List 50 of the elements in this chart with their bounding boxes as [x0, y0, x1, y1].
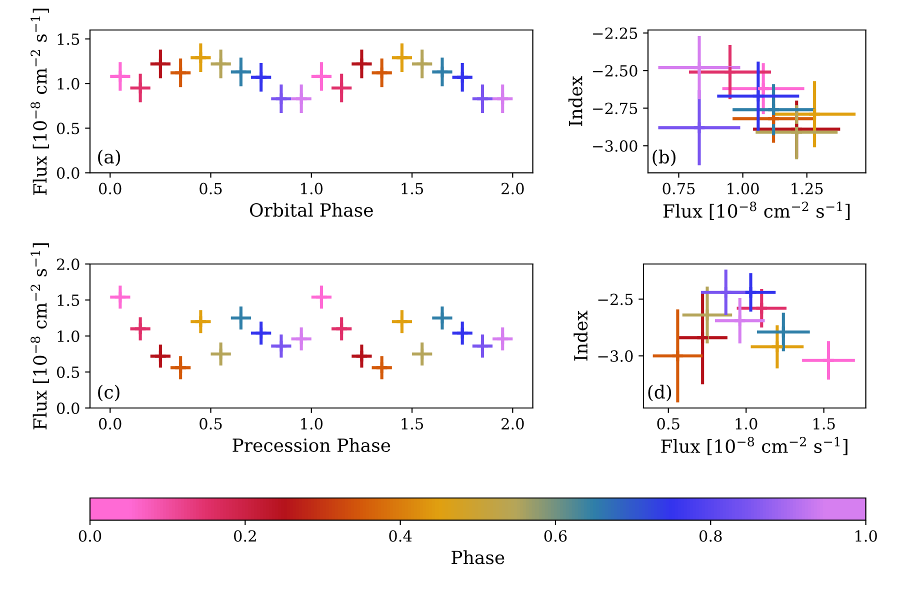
y-tick-label: 1.0 [58, 78, 80, 90]
x-axis-title: Precession Phase [232, 438, 390, 452]
x-axis-title: Orbital Phase [250, 202, 373, 217]
color-bar-label: 0.6 [544, 530, 567, 542]
x-tick-label: 2.0 [502, 418, 524, 430]
y-tick-label: −2.75 [593, 102, 638, 114]
color-bar-title: Phase [452, 550, 504, 564]
y-tick-label: −2.5 [598, 294, 633, 306]
x-tick-label: 2.0 [502, 182, 524, 194]
x-tick-label: 1.5 [814, 418, 835, 430]
y-tick-label: −2.25 [593, 27, 638, 40]
color-bar-label: 0.2 [234, 530, 256, 542]
y-tick-label: 0.5 [56, 122, 80, 134]
x-axis-title: Flux [10$^{−8}$ cm$^{−2}$ s$^{−1}$] [661, 436, 848, 456]
x-axis-title: Flux [10$^{−8}$ cm$^{−2}$ s$^{−1}$] [663, 202, 850, 220]
y-tick-label: −3.00 [593, 140, 638, 152]
x-tick-label: 0.5 [657, 418, 680, 430]
y-tick-label: 0.0 [56, 167, 80, 179]
y-tick-label: 0.5 [56, 366, 80, 378]
y-axis-title: Flux [10$^{−8}$ cm$^{−2}$ s$^{−1}$] [30, 8, 49, 195]
x-tick-label: 1.25 [792, 182, 823, 194]
y-axis-title: Index [574, 310, 588, 361]
color-bar-label: 0.0 [78, 530, 102, 542]
x-tick-label: 1.0 [301, 418, 323, 430]
y-tick-label: 1.0 [58, 330, 80, 342]
annotation: (d) [648, 384, 672, 402]
x-tick-label: 0.75 [662, 182, 695, 194]
y-tick-label: 1.5 [58, 294, 80, 306]
x-tick-label: 0.0 [98, 418, 122, 430]
y-axis-title: Flux [10$^{−8}$ cm$^{−2}$ s$^{−1}$] [30, 243, 49, 430]
x-tick-label: 0.5 [200, 418, 222, 430]
annotation: (b) [652, 150, 676, 166]
x-tick-label: 1.00 [728, 182, 759, 194]
x-tick-label: 1.0 [301, 182, 323, 194]
x-tick-label: 1.5 [402, 418, 424, 430]
color-bar-label: 0.8 [700, 530, 722, 542]
x-tick-label: 1.5 [402, 182, 424, 194]
color-bar-label: 0.4 [389, 530, 412, 542]
annotation: (a) [98, 150, 120, 166]
y-tick-label: −2.50 [593, 65, 638, 77]
color-bar-label: 1.0 [856, 530, 877, 542]
y-tick-label: 1.5 [58, 33, 80, 45]
annotation: (c) [98, 384, 120, 402]
x-tick-label: 1.0 [736, 418, 758, 430]
y-axis-title: Index [568, 76, 582, 126]
x-tick-label: 0.0 [98, 182, 122, 194]
y-tick-label: 0.0 [56, 402, 80, 414]
y-tick-label: 2.0 [57, 258, 80, 270]
y-tick-label: −3.0 [598, 350, 633, 362]
x-tick-label: 0.5 [200, 182, 222, 194]
